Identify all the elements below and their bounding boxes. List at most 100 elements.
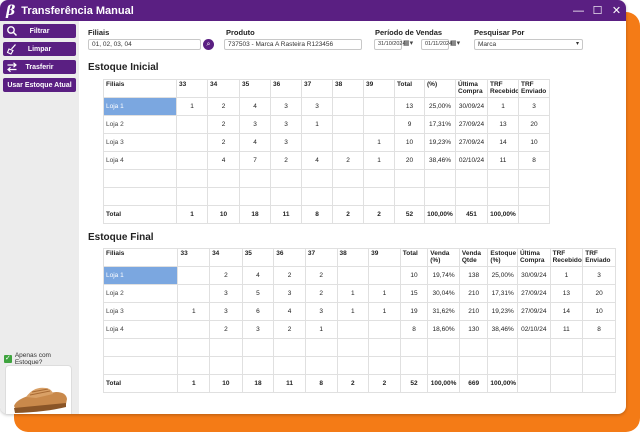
table-cell: 20: [394, 151, 425, 170]
table-cell: [518, 205, 550, 224]
table-cell: [487, 356, 518, 375]
table-cell: 10: [207, 205, 240, 224]
row-label[interactable]: Total: [102, 374, 179, 393]
table-cell: 13: [394, 97, 425, 116]
table-cell: 1: [336, 284, 370, 303]
sidebar: Filtrar Limpar Trasferir Usar Estoque At…: [0, 21, 79, 414]
table-cell: [177, 320, 211, 339]
produto-input[interactable]: 737503 - Marca A Rasteira R123456: [224, 39, 362, 50]
table-cell: 8: [582, 320, 616, 339]
only-with-stock-label: Apenas com Estoque?: [14, 352, 51, 366]
clear-button[interactable]: Limpar: [3, 42, 76, 56]
table-cell: 02/10/24: [455, 151, 488, 170]
only-with-stock-checkbox[interactable]: ✓ Apenas com Estoque?: [4, 352, 79, 366]
transfer-button[interactable]: Trasferir: [3, 60, 76, 74]
table-cell: 3: [518, 97, 550, 116]
row-label[interactable]: Loja 2: [103, 115, 177, 134]
table-row[interactable]: Loja 1 2 4 2 2 10 19,74% 138 25,00% 30/09/24 1 3: [102, 266, 616, 285]
use-current-stock-button[interactable]: Usar Estoque Atual: [3, 78, 76, 92]
table-row[interactable]: Loja 2 2 3 3 1 9 17,31% 27/09/24 13 20: [103, 115, 616, 134]
table-cell: [332, 187, 364, 206]
periodo-start-input[interactable]: 31/10/2024: [374, 39, 406, 50]
calendar-icon[interactable]: ▦▾: [403, 40, 414, 47]
minimize-button[interactable]: —: [573, 4, 584, 17]
table-cell: 5: [241, 284, 275, 303]
table-cell: 210: [458, 284, 489, 303]
table-row[interactable]: Loja 3 1 3 6 4 3 1 1 19 31,62% 210 19,23% 27/09/24 14…: [102, 302, 616, 321]
calendar-icon-2[interactable]: ▦▾: [450, 40, 461, 47]
table-cell: 1: [301, 115, 333, 134]
table-cell: [363, 97, 395, 116]
table-cell: 669: [458, 374, 489, 393]
row-label[interactable]: Loja 3: [103, 133, 177, 152]
estoque-inicial-title: Estoque Inicial: [88, 62, 159, 73]
column-header: 38: [336, 248, 370, 267]
estoque-inicial-table: Filiais 33 34 35 36 37 38 39 Total (%) Última Comp…: [103, 79, 616, 224]
table-cell: 27/09/24: [516, 284, 551, 303]
total-row[interactable]: Total 1 10 18 11 8 2 2 52 100,00% 669 100,00%: [102, 374, 616, 393]
pesquisar-select[interactable]: Marca ▾: [474, 39, 583, 50]
column-header: TRF Recebido: [487, 79, 519, 98]
table-cell: 11: [270, 205, 302, 224]
table-cell: 20: [518, 115, 550, 134]
table-cell: 8: [518, 151, 550, 170]
table-cell: 10: [209, 374, 243, 393]
filter-button[interactable]: Filtrar: [3, 24, 76, 38]
total-row[interactable]: Total 1 10 18 11 8 2 2 52 100,00% 451 100,00%: [103, 205, 616, 224]
table-cell: 1: [176, 205, 208, 224]
maximize-button[interactable]: ☐: [592, 5, 603, 17]
row-label[interactable]: Total: [103, 205, 177, 224]
periodo-end-input[interactable]: 01/11/2024: [421, 39, 452, 50]
table-cell: 3: [239, 115, 271, 134]
table-cell: 3: [270, 133, 302, 152]
table-cell: [103, 187, 177, 206]
row-label[interactable]: Loja 3: [102, 302, 179, 321]
table-cell: [273, 356, 306, 375]
table-cell: 2: [363, 205, 395, 224]
table-cell: 15: [399, 284, 429, 303]
row-label[interactable]: Loja 2: [102, 284, 179, 303]
column-header: 37: [301, 79, 333, 98]
table-cell: [239, 169, 271, 188]
filiais-input[interactable]: 01, 02, 03, 04: [88, 39, 201, 50]
row-label[interactable]: Loja 4: [103, 151, 177, 170]
table-cell: 19: [399, 302, 429, 321]
table-cell: [273, 338, 306, 357]
row-label[interactable]: Loja 1: [102, 266, 179, 285]
table-header-row: Filiais 33 34 35 36 37 38 39 Total (%) Última Comp…: [103, 79, 616, 98]
table-cell: [582, 356, 616, 375]
table-row[interactable]: Loja 4 4 7 2 4 2 1 20 38,46% 02/10/24 11 8: [103, 151, 616, 170]
checkbox-check-icon: ✓: [4, 355, 12, 363]
table-cell: [177, 356, 211, 375]
window-title: Transferência Manual: [21, 4, 134, 17]
close-button[interactable]: ✕: [611, 5, 622, 17]
table-row[interactable]: Loja 4 2 3 2 1 8 18,60% 130 38,46% 02/10/24 11 8: [102, 320, 616, 339]
row-label[interactable]: Loja 1: [103, 97, 177, 116]
transfer-icon: [7, 62, 17, 73]
table-cell: 2: [207, 97, 240, 116]
table-cell: 2: [304, 284, 338, 303]
table-cell: [518, 169, 550, 188]
table-cell: [239, 187, 271, 206]
broom-icon: [6, 44, 16, 55]
table-cell: 1: [549, 266, 584, 285]
table-row[interactable]: Loja 1 1 2 4 3 3 13 25,00% 30/09/24 1 3: [103, 97, 616, 116]
table-cell: 10: [582, 302, 616, 321]
column-header: Filiais: [103, 79, 177, 98]
table-cell: 2: [336, 374, 370, 393]
table-cell: [332, 115, 364, 134]
table-row[interactable]: Loja 2 3 5 3 2 1 1 15 30,04% 210 17,31% 27/09/24 13 2…: [102, 284, 616, 303]
filiais-label: Filiais: [88, 28, 110, 37]
table-cell: 3: [301, 97, 333, 116]
table-cell: 2: [270, 151, 302, 170]
filiais-search-icon[interactable]: ⌕: [203, 39, 214, 50]
table-cell: 130: [458, 320, 489, 339]
table-cell: 9: [394, 115, 425, 134]
row-label[interactable]: Loja 4: [102, 320, 179, 339]
table-row[interactable]: Loja 3 2 4 3 1 10 19,23% 27/09/24 14 10: [103, 133, 616, 152]
table-cell: 2: [332, 151, 364, 170]
table-cell: [549, 374, 584, 393]
table-cell: 17,31%: [487, 284, 518, 303]
table-cell: [427, 356, 460, 375]
column-header: Total: [394, 79, 425, 98]
